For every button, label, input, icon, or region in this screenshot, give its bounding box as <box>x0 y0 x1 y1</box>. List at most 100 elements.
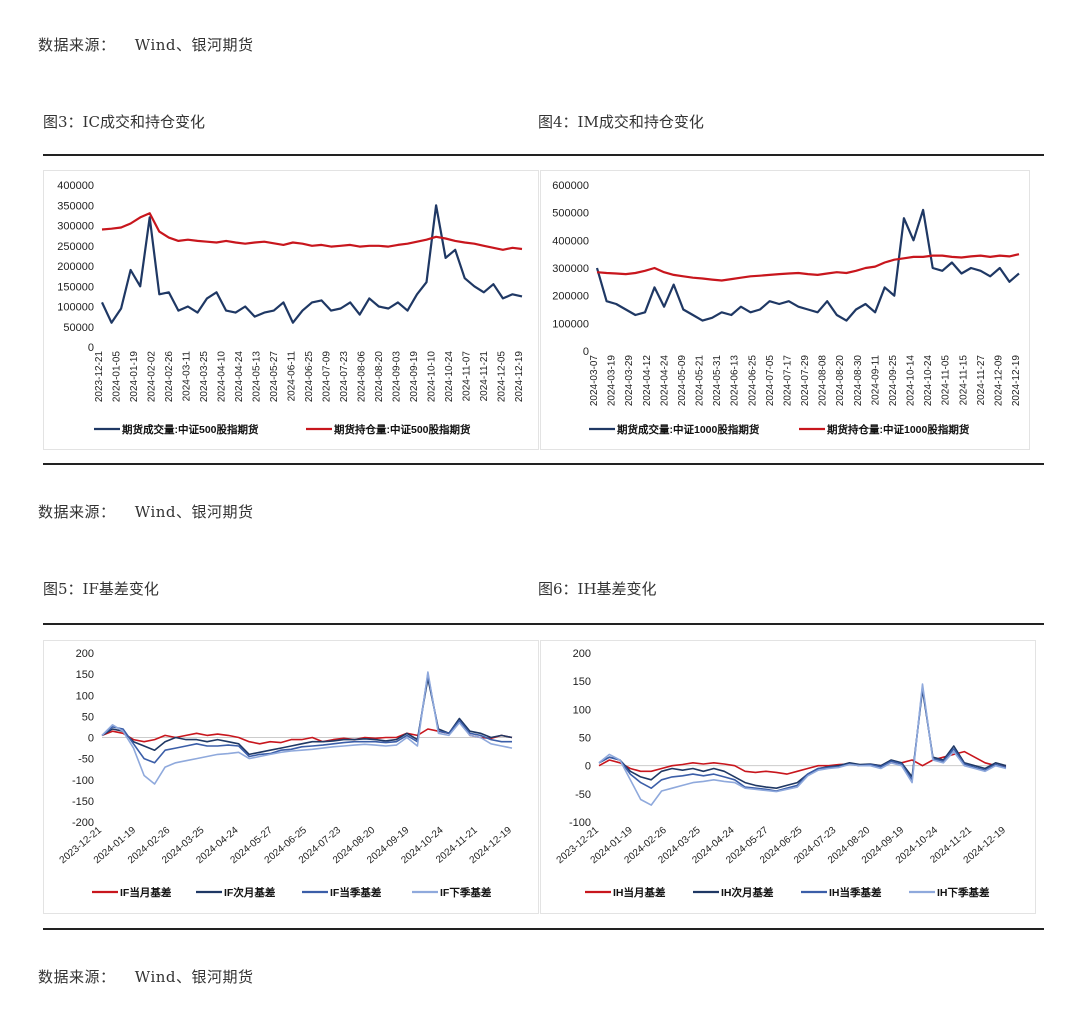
y-tick-label: 500000 <box>552 208 589 220</box>
y-tick-label: -100 <box>569 817 591 829</box>
y-tick-label: 100 <box>76 690 94 702</box>
x-tick-label: 2024-06-25 <box>304 351 315 403</box>
x-tick-label: 2024-05-13 <box>252 351 263 403</box>
fig3-title: 图3：IC成交和持仓变化 <box>43 113 205 131</box>
y-tick-label: 200 <box>573 648 591 660</box>
legend-label: IF当月基差 <box>120 886 172 899</box>
source-text: Wind、银河期货 <box>134 503 254 521</box>
y-tick-label: 400000 <box>57 180 94 192</box>
x-tick-label: 2024-11-21 <box>479 351 490 402</box>
series-line <box>598 688 1007 789</box>
fig5-chart: -200-150-100-500501001502002023-12-21202… <box>58 648 515 899</box>
x-tick-label: 2024-08-30 <box>853 355 864 407</box>
top-rule-1 <box>43 154 1044 156</box>
y-tick-label: -50 <box>78 754 94 766</box>
y-tick-label: -150 <box>72 796 94 808</box>
y-tick-label: 100000 <box>552 318 589 330</box>
y-tick-label: -50 <box>575 789 591 801</box>
x-tick-label: 2024-03-07 <box>589 355 600 407</box>
y-tick-label: 300000 <box>552 263 589 275</box>
x-tick-label: 2024-12-19 <box>1011 355 1022 407</box>
x-tick-label: 2024-06-25 <box>747 355 758 407</box>
series-line <box>595 208 1020 322</box>
source-label: 数据来源： <box>38 503 116 521</box>
x-tick-label: 2024-07-29 <box>800 355 811 407</box>
y-tick-label: 150000 <box>57 281 94 293</box>
y-tick-label: 200000 <box>57 261 94 273</box>
bottom-rule-1 <box>43 463 1044 465</box>
y-tick-label: 300000 <box>57 221 94 233</box>
legend-label: IF当季基差 <box>330 886 382 899</box>
x-tick-label: 2024-08-08 <box>818 355 829 407</box>
legend-label: IH下季基差 <box>937 886 990 899</box>
x-tick-label: 2024-05-09 <box>677 355 688 407</box>
x-tick-label: 2024-11-27 <box>976 355 987 406</box>
y-tick-label: 100000 <box>57 302 94 314</box>
y-tick-label: 150 <box>573 676 591 688</box>
x-tick-label: 2024-10-14 <box>906 355 917 407</box>
y-tick-label: 0 <box>585 761 591 773</box>
x-tick-label: 2024-09-03 <box>392 351 403 403</box>
y-tick-label: 0 <box>88 733 94 745</box>
y-tick-label: 50 <box>82 711 94 723</box>
x-tick-label: 2024-11-15 <box>958 355 969 406</box>
x-tick-label: 2024-04-12 <box>642 355 653 407</box>
fig6-title: 图6：IH基差变化 <box>538 580 657 598</box>
fig6-panel: -100 -50 0 50 100 150 200 2023-12-21 2024-01-19 2… <box>540 640 1036 914</box>
x-tick-label: 2024-11-05 <box>941 355 952 406</box>
y-tick-label: 50000 <box>63 322 94 334</box>
x-tick-label: 2024-03-19 <box>607 355 618 407</box>
fig4-panel: 0 100000 200000 300000 400000 500000 600000 202… <box>540 170 1030 450</box>
fig5-title: 图5：IF基差变化 <box>43 580 159 598</box>
series-line <box>101 673 512 764</box>
legend-label: IF次月基差 <box>224 886 276 899</box>
y-tick-label: 250000 <box>57 241 94 253</box>
legend-label: IH当月基差 <box>613 886 666 899</box>
y-tick-label: 100 <box>573 704 591 716</box>
source-text: Wind、银河期货 <box>134 36 254 54</box>
series-line <box>598 683 1007 806</box>
y-tick-label: 600000 <box>552 180 589 192</box>
series-line <box>101 204 523 324</box>
x-tick-label: 2024-08-20 <box>374 351 385 403</box>
x-tick-label: 2024-10-24 <box>444 351 455 403</box>
x-tick-label: 2024-06-13 <box>730 355 741 407</box>
series-line <box>598 685 1007 792</box>
source-line-2: 数据来源： Wind、银河期货 <box>38 501 254 522</box>
x-tick-label: 2024-02-02 <box>147 351 158 403</box>
fig3-panel: 0 50000 100000 150000 200000 250000 300000 3500… <box>43 170 539 450</box>
x-tick-label: 2024-06-11 <box>287 351 298 402</box>
x-tick-label: 2024-03-29 <box>624 355 635 407</box>
series-line <box>101 212 523 251</box>
source-label: 数据来源： <box>38 36 116 54</box>
fig4-title: 图4：IM成交和持仓变化 <box>538 113 704 131</box>
y-tick-label: -100 <box>72 775 94 787</box>
source-label: 数据来源： <box>38 968 116 986</box>
x-tick-label: 2024-12-09 <box>993 355 1004 407</box>
x-tick-label: 2024-09-25 <box>888 355 899 407</box>
x-tick-label: 2024-04-10 <box>217 351 228 403</box>
x-tick-label: 2024-12-19 <box>514 351 525 403</box>
bottom-rule-2 <box>43 928 1044 930</box>
series-line <box>598 750 1006 775</box>
x-tick-label: 2024-10-24 <box>923 355 934 407</box>
x-tick-label: 2024-09-11 <box>870 355 881 406</box>
y-tick-label: 400000 <box>552 235 589 247</box>
x-tick-label: 2024-05-21 <box>695 355 706 407</box>
legend-label: 期货持仓量:中证500股指期货 <box>334 423 471 436</box>
x-tick-label: 2024-07-17 <box>782 355 793 407</box>
fig5-panel: -200 -150 -100 -50 0 50 100 150 200 2023-12-21 202… <box>43 640 539 914</box>
source-line-3: 数据来源： Wind、银河期货 <box>38 966 254 987</box>
x-tick-label: 2024-01-19 <box>129 351 140 403</box>
source-line-1: 数据来源： Wind、银河期货 <box>38 34 254 55</box>
fig3-chart: 0 50000 100000 150000 200000 250000 300000 3500… <box>57 180 525 436</box>
fig4-chart: 0 100000 200000 300000 400000 500000 600000 202… <box>552 180 1022 436</box>
x-tick-label: 2024-07-23 <box>339 351 350 403</box>
x-tick-label: 2024-04-24 <box>659 355 670 407</box>
series-line <box>101 671 513 785</box>
y-tick-label: 0 <box>583 346 589 358</box>
x-tick-label: 2024-03-25 <box>199 351 210 403</box>
x-tick-label: 2023-12-21 <box>94 351 105 403</box>
x-tick-label: 2024-12-05 <box>497 351 508 403</box>
y-tick-label: 0 <box>88 342 94 354</box>
